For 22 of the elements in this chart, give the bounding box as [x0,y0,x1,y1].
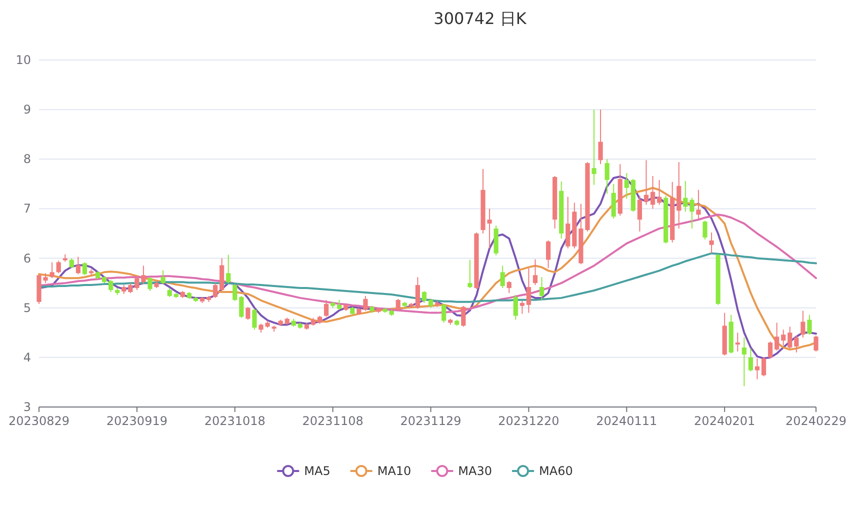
y-tick-label: 3 [23,400,31,414]
y-tick-label: 4 [23,350,31,364]
legend-label: MA10 [377,464,412,478]
y-tick-label: 9 [23,102,31,117]
x-tick-label: 20231220 [498,414,560,428]
x-tick-label: 20240201 [694,414,756,428]
legend-label: MA5 [304,464,330,478]
x-tick-label: 20240229 [785,414,847,428]
chart-title: 300742 日K [434,9,527,28]
x-tick-label: 20231129 [400,414,462,428]
y-tick-label: 5 [23,300,31,315]
x-tick-label: 20230919 [106,414,168,428]
x-tick-label: 20230829 [8,414,70,428]
x-tick-label: 20240111 [596,414,658,428]
x-tick-label: 20231018 [204,414,266,428]
y-tick-label: 6 [23,251,31,266]
legend-label: MA60 [539,464,573,478]
y-tick-label: 7 [23,202,31,216]
legend-label: MA30 [458,464,492,478]
y-tick-label: 10 [16,53,31,67]
x-tick-label: 20231108 [302,414,364,428]
y-tick-label: 8 [23,152,31,166]
